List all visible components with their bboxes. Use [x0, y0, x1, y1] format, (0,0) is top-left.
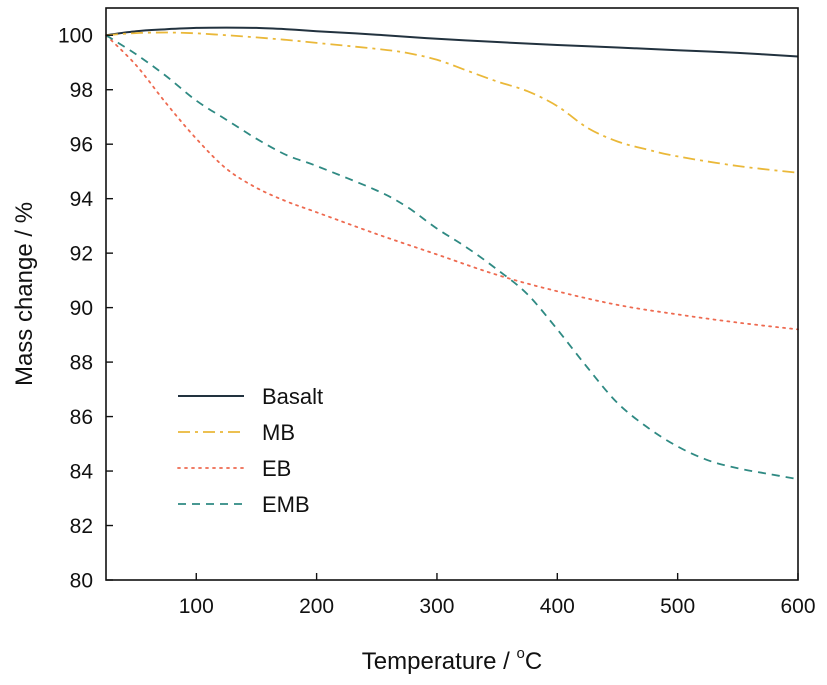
- y-tick-label: 96: [70, 134, 93, 157]
- y-axis-title: Mass change / %: [11, 202, 38, 386]
- series-layer: [105, 26, 799, 481]
- series-line-emb: [105, 34, 799, 481]
- x-tick-label: 100: [179, 595, 214, 618]
- y-tick-label: 90: [70, 297, 93, 320]
- legend: Basalt MB EB EMB: [177, 384, 323, 517]
- y-tick-label: 88: [70, 352, 93, 375]
- y-tick-label: 84: [70, 461, 94, 484]
- x-tick-label: 600: [780, 595, 815, 618]
- y-tick-label: 98: [70, 79, 93, 102]
- y-tick-label: 94: [70, 188, 94, 211]
- x-axis-title-degree: o: [517, 645, 525, 662]
- x-tick-label: 400: [540, 595, 575, 618]
- series-line-basalt: [105, 26, 799, 58]
- ticks-layer: 100 200 300 400 500 600 80 82 84 86 88 90 92 94 96 98 10…: [58, 25, 816, 618]
- y-tick-label: 86: [70, 406, 93, 429]
- legend-label-eb: EB: [262, 456, 291, 481]
- x-tick-label: 200: [299, 595, 334, 618]
- legend-label-emb: EMB: [262, 492, 310, 517]
- series-line-mb: [105, 31, 799, 174]
- legend-label-mb: MB: [262, 420, 295, 445]
- y-tick-label: 100: [58, 25, 93, 48]
- plot-frame: [105, 7, 799, 581]
- x-axis-title: Temperature / oC: [362, 645, 542, 675]
- y-tick-label: 80: [70, 570, 93, 593]
- x-axis-title-main: Temperature /: [362, 648, 517, 675]
- series-line-eb: [105, 34, 799, 331]
- legend-label-basalt: Basalt: [262, 384, 323, 409]
- y-tick-label: 92: [70, 243, 93, 266]
- x-tick-label: 500: [660, 595, 695, 618]
- x-axis-title-unit: C: [525, 648, 542, 675]
- x-tick-label: 300: [419, 595, 454, 618]
- y-tick-label: 82: [70, 515, 93, 538]
